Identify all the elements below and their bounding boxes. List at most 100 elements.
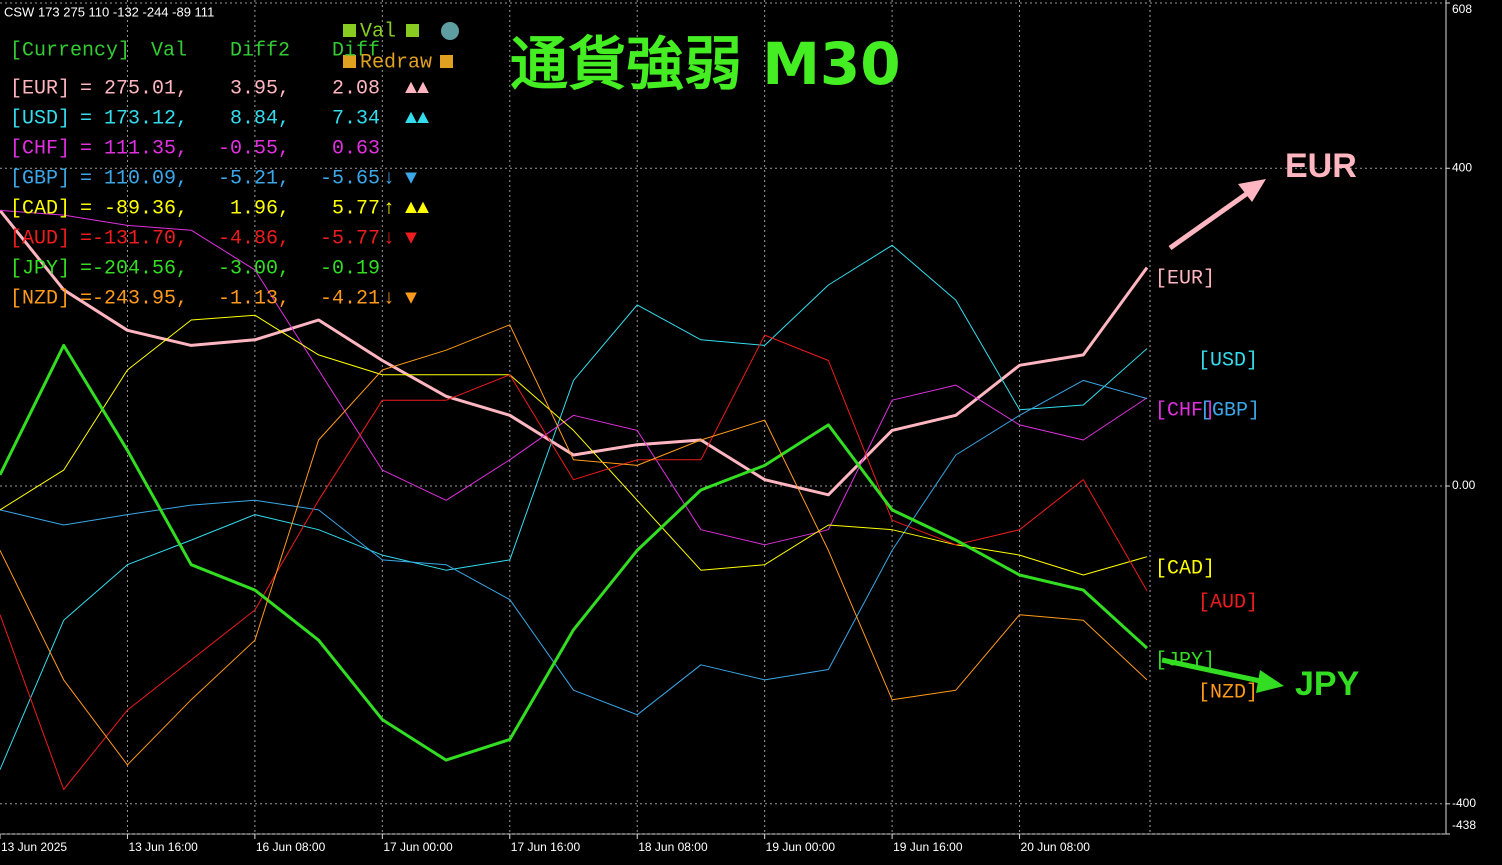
button-label[interactable]: Val (360, 20, 396, 43)
panel-signal: ▼ (405, 167, 417, 190)
panel-diff: 5.77 (332, 197, 380, 220)
panel-currency: [CAD] (10, 197, 70, 220)
panel-val: -204.56, (92, 257, 188, 280)
panel-currency: [EUR] (10, 77, 70, 100)
panel-diff2: -5.21, (218, 167, 290, 190)
panel-header: Diff (332, 39, 380, 62)
jpy-annotation: JPY (1161, 657, 1360, 703)
series-line (0, 324, 1148, 766)
lines (0, 209, 1149, 790)
x-tick-label: 19 Jun 00:00 (766, 840, 836, 854)
chart-title: 通貨強弱 M30 (510, 30, 901, 98)
y-tick-label: 0.00 (1452, 478, 1476, 492)
panel-val: 275.01, (104, 77, 188, 100)
panel-trend: ↑ (383, 197, 395, 220)
legend-label: [GBP] (1200, 399, 1260, 422)
annotation-arrow (1161, 657, 1266, 685)
panel-diff: -5.77 (320, 227, 380, 250)
x-tick-label: 20 Jun 08:00 (1021, 840, 1091, 854)
button-square (343, 55, 356, 68)
series-line (0, 244, 1148, 770)
panel-val: 173.12, (104, 107, 188, 130)
x-tick-label: 13 Jun 2025 (1, 840, 67, 854)
x-tick-label: 17 Jun 16:00 (511, 840, 581, 854)
panel-eq: = (80, 227, 92, 250)
panel-trend: ↓ (383, 287, 395, 310)
y-tick-label: 400 (1452, 160, 1472, 174)
panel-diff2: -4.86, (218, 227, 290, 250)
annotation: JPY (1295, 665, 1360, 703)
panel-currency: [CHF] (10, 137, 70, 160)
redraw-button[interactable]: Redraw (343, 51, 453, 74)
panel-header: Val (151, 39, 187, 62)
panel-diff2: 3.95, (230, 77, 290, 100)
panel-header: [Currency] (10, 39, 130, 62)
legend-label: [AUD] (1198, 591, 1258, 614)
button-dot[interactable] (441, 22, 459, 40)
panel-currency: [JPY] (10, 257, 70, 280)
button-square (406, 24, 419, 37)
panel-currency: [USD] (10, 107, 70, 130)
panel-eq: = (80, 167, 92, 190)
x-tick-label: 19 Jun 16:00 (893, 840, 963, 854)
panel-diff: -4.21 (320, 287, 380, 310)
panel-diff: 7.34 (332, 107, 380, 130)
panel-header: Diff2 (230, 39, 290, 62)
arrow-head (1238, 179, 1266, 202)
series-line (0, 334, 1148, 790)
panel-eq: = (80, 107, 92, 130)
panel-val: -131.70, (92, 227, 188, 250)
legend-label: [USD] (1198, 349, 1258, 372)
button-square (343, 24, 356, 37)
series-line (0, 209, 1149, 497)
grid (0, 0, 1450, 839)
x-tick-label: 13 Jun 16:00 (128, 840, 198, 854)
panel-eq: = (80, 257, 92, 280)
y-tick-label: -438 (1452, 818, 1476, 832)
y-tick-label: -400 (1452, 796, 1476, 810)
val-button[interactable]: Val (343, 20, 459, 43)
panel-diff2: -1.13, (218, 287, 290, 310)
panel-currency: [NZD] (10, 287, 70, 310)
legend-label: [CHF] (1155, 399, 1215, 422)
panel-signal: ▼ (405, 287, 417, 310)
panel-val: -243.95, (92, 287, 188, 310)
legend-label: [JPY] (1155, 649, 1215, 672)
panel-currency: [AUD] (10, 227, 70, 250)
panel-eq: = (80, 287, 92, 310)
x-tick-label: 16 Jun 08:00 (256, 840, 326, 854)
annotation-arrow (1168, 187, 1254, 251)
series-line (0, 343, 1149, 762)
panel-diff: -0.19 (320, 257, 380, 280)
panel-diff: 0.63 (332, 137, 380, 160)
x-tick-label: 17 Jun 00:00 (383, 840, 453, 854)
legend-label: [NZD] (1198, 681, 1258, 704)
button-square (440, 55, 453, 68)
panel-eq: = (80, 197, 92, 220)
panel-diff2: -0.55, (218, 137, 290, 160)
legend-label: [CAD] (1155, 557, 1215, 580)
panel-diff: 2.08 (332, 77, 380, 100)
button-label[interactable]: Redraw (360, 51, 432, 74)
series-line (0, 379, 1148, 716)
panel-val: 110.09, (104, 167, 188, 190)
annotation: EUR (1285, 147, 1357, 185)
panel-diff2: -3.00, (218, 257, 290, 280)
panel-signal: ▲▲ (405, 197, 429, 220)
currency-panel: [Currency] Val Diff2 Diff [EUR] = 275.01, 3.95,… (10, 39, 429, 310)
panel-signal: ▼ (405, 227, 417, 250)
panel-signal: ▲▲ (405, 107, 429, 130)
window-caption: CSW 173 275 110 -132 -244 -89 111 (4, 4, 214, 19)
panel-trend: ↓ (383, 227, 395, 250)
panel-diff2: 1.96, (230, 197, 290, 220)
legend-label: [EUR] (1155, 267, 1215, 290)
x-tick-label: 18 Jun 08:00 (638, 840, 708, 854)
panel-eq: = (80, 137, 92, 160)
panel-val: 111.35, (104, 137, 188, 160)
arrow-head (1256, 670, 1284, 693)
panel-val: -89.36, (104, 197, 188, 220)
panel-diff: -5.65 (320, 167, 380, 190)
panel-diff2: 8.84, (230, 107, 290, 130)
